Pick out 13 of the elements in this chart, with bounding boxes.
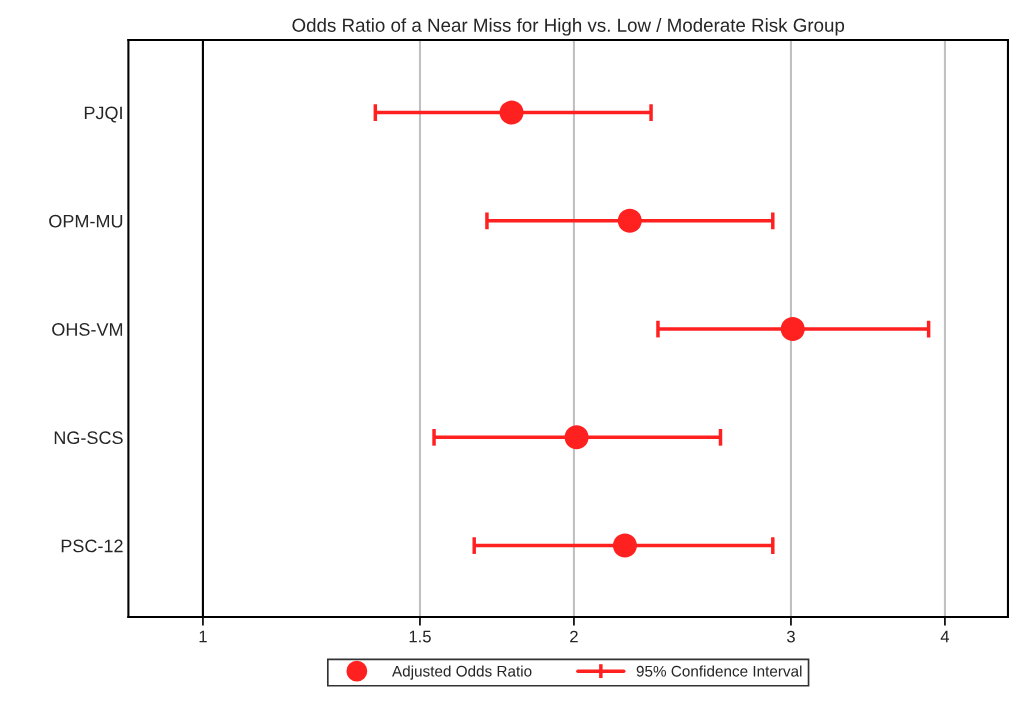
y-tick-label: PJQI bbox=[84, 106, 122, 123]
x-tick-label: 1.5 bbox=[409, 630, 431, 643]
y-tick-label: NG-SCS bbox=[54, 431, 123, 445]
chart-title: Odds Ratio of a Near Miss for High vs. Low / Moderate Risk Group bbox=[292, 18, 845, 36]
x-tick-label: 1 bbox=[199, 630, 207, 643]
x-tick-label: 2 bbox=[570, 630, 578, 643]
y-tick-label: PSC-12 bbox=[61, 539, 123, 553]
y-tick-label: OHS-VM bbox=[52, 323, 123, 336]
y-tick-label: OPM-MU bbox=[49, 214, 123, 228]
x-tick-label: 3 bbox=[786, 630, 795, 643]
text: 95% Confidence Interval bbox=[636, 665, 802, 677]
legend-label: Adjusted Odds Ratio bbox=[392, 665, 532, 680]
x-tick-label: 4 bbox=[940, 630, 950, 643]
